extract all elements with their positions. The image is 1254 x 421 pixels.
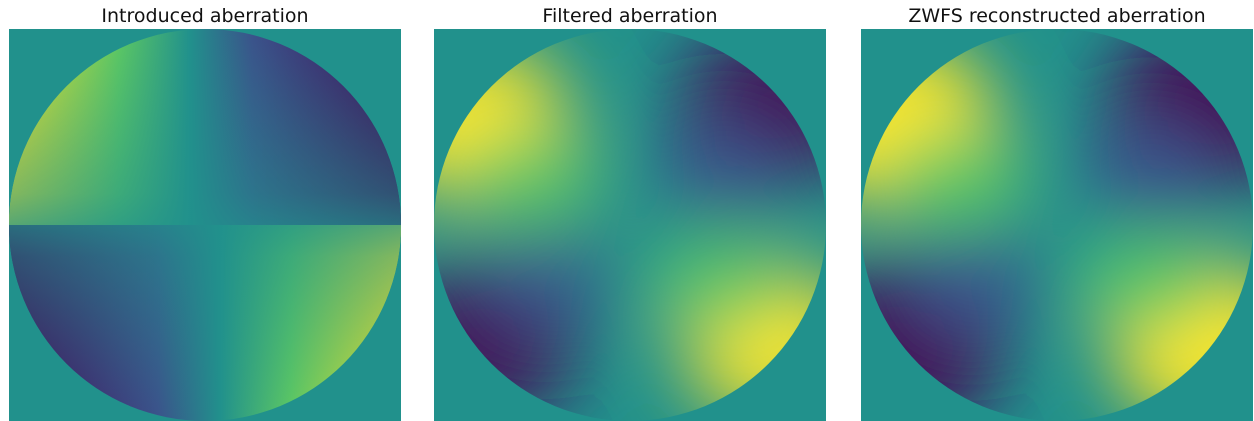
panel-title-introduced: Introduced aberration bbox=[101, 5, 309, 27]
pupil-disk bbox=[9, 29, 401, 421]
panel-title-filtered: Filtered aberration bbox=[542, 5, 718, 27]
panel-zwfs-reconstructed: ZWFS reconstructed aberration bbox=[861, 0, 1253, 421]
panel-introduced: Introduced aberration bbox=[9, 0, 401, 421]
pupil-disk bbox=[434, 29, 826, 421]
panel-title-zwfs: ZWFS reconstructed aberration bbox=[908, 5, 1206, 27]
aberration-map-zwfs-reconstructed bbox=[861, 29, 1253, 421]
aberration-map-filtered bbox=[434, 29, 826, 421]
pupil-disk bbox=[861, 29, 1253, 421]
panel-filtered: Filtered aberration bbox=[434, 0, 826, 421]
aberration-map-introduced bbox=[9, 29, 401, 421]
